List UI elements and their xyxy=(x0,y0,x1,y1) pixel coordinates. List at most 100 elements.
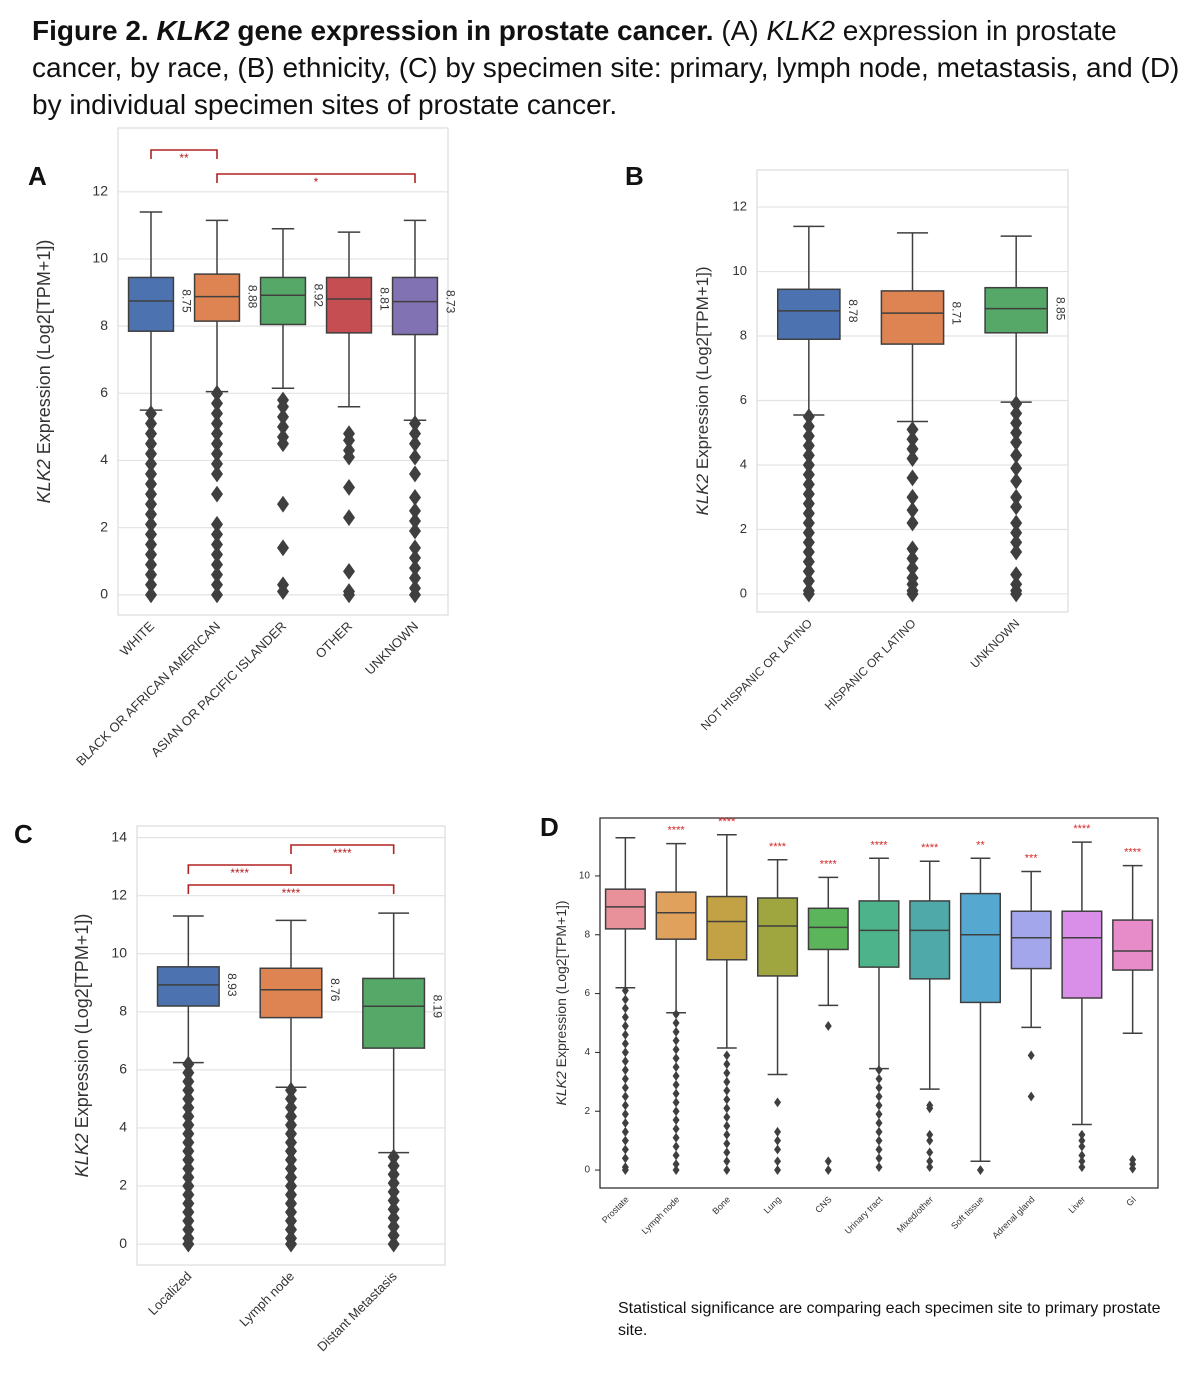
outlier xyxy=(343,586,355,604)
outlier xyxy=(906,469,919,487)
outlier xyxy=(182,1186,195,1204)
outlier xyxy=(182,1090,195,1108)
outlier xyxy=(621,1153,629,1164)
outlier xyxy=(285,1186,297,1204)
y-axis-label: KLK2 Expression (Log2[TPM+1]) xyxy=(693,267,712,516)
outlier xyxy=(774,1126,782,1137)
box xyxy=(259,276,307,326)
outlier xyxy=(802,456,815,474)
outlier xyxy=(802,553,815,571)
y-tick-label: 4 xyxy=(584,1047,590,1058)
outlier xyxy=(621,1038,629,1049)
outlier xyxy=(875,1126,883,1137)
outlier xyxy=(1010,414,1023,432)
y-tick-label: 2 xyxy=(100,518,108,534)
box xyxy=(193,273,241,322)
outlier xyxy=(285,1090,297,1108)
significance-label: ** xyxy=(179,151,189,165)
outlier xyxy=(277,435,289,453)
outlier xyxy=(1027,1091,1035,1102)
outlier xyxy=(145,485,157,503)
outlier xyxy=(621,1029,629,1040)
outlier xyxy=(906,585,919,603)
outlier xyxy=(672,1053,680,1064)
outlier xyxy=(285,1142,297,1160)
outlier xyxy=(621,1012,629,1023)
outlier xyxy=(1010,488,1023,506)
outlier xyxy=(1078,1150,1086,1161)
outlier xyxy=(409,522,421,540)
outlier xyxy=(672,1115,680,1125)
median-label: 8.71 xyxy=(950,301,964,325)
outlier xyxy=(672,1141,680,1152)
outlier xyxy=(824,1156,832,1167)
outlier xyxy=(211,525,223,543)
y-tick-label: 10 xyxy=(733,263,747,278)
outlier xyxy=(343,509,355,526)
outlier xyxy=(1078,1162,1086,1173)
outlier xyxy=(906,450,919,467)
panel: D 0 2 4 6 8 10 KLK2 Expression (Log2[TPM+1]) Pro… xyxy=(540,812,1159,1241)
outlier xyxy=(277,539,289,557)
panel: C 0 2 4 6 8 10 12 14 KLK2 Expression (Log2[TPM+1]… xyxy=(14,819,446,1354)
outlier xyxy=(1010,524,1023,542)
outlier xyxy=(182,1212,195,1230)
outlier xyxy=(285,1160,297,1178)
outlier xyxy=(285,1203,297,1221)
outlier xyxy=(145,566,157,584)
outlier xyxy=(1010,498,1023,516)
y-axis-label: KLK2 Expression (Log2[TPM+1]) xyxy=(553,900,569,1105)
outlier xyxy=(723,1068,731,1078)
outlier xyxy=(621,1065,629,1075)
significance-label: **** xyxy=(1124,847,1142,859)
outlier xyxy=(145,455,157,473)
outlier xyxy=(672,1079,680,1090)
outlier xyxy=(387,1209,400,1227)
outlier xyxy=(621,1118,629,1128)
y-tick-label: 0 xyxy=(100,586,108,602)
significance-label: **** xyxy=(230,866,249,880)
y-tick-label: 2 xyxy=(584,1106,590,1117)
outlier xyxy=(906,514,919,532)
outlier xyxy=(285,1177,297,1195)
outlier xyxy=(672,1071,680,1081)
outlier xyxy=(802,446,815,464)
y-tick-label: 8 xyxy=(100,317,108,333)
outlier xyxy=(182,1195,195,1212)
significance-label: **** xyxy=(820,858,838,870)
panel: B 0 2 4 6 8 10 12 KLK2 Expression (Log2[TPM+1]) N… xyxy=(625,161,1069,733)
outlier xyxy=(1078,1141,1086,1152)
x-tick-label: ASIAN OR PACIFIC ISLANDER xyxy=(148,619,289,760)
outlier xyxy=(926,1103,934,1114)
outlier xyxy=(875,1109,883,1120)
outlier xyxy=(182,1235,195,1253)
outlier xyxy=(906,559,919,577)
panel-letter: B xyxy=(625,161,644,191)
outlier xyxy=(145,425,157,443)
outlier xyxy=(387,1192,400,1209)
y-tick-label: 4 xyxy=(119,1119,127,1135)
outlier xyxy=(926,1162,934,1173)
outlier xyxy=(387,1157,400,1175)
outlier xyxy=(723,1165,731,1175)
caption-run: (A) xyxy=(721,15,759,46)
outlier xyxy=(621,1100,629,1111)
outlier xyxy=(182,1116,195,1134)
box xyxy=(259,967,323,1019)
outlier xyxy=(145,576,157,594)
box xyxy=(391,276,439,336)
x-tick-label: Adrenal gland xyxy=(990,1194,1036,1240)
y-tick-label: 12 xyxy=(733,199,747,214)
box xyxy=(1010,910,1052,970)
outlier xyxy=(802,417,815,435)
median-label: 8.73 xyxy=(443,290,457,314)
outlier xyxy=(875,1082,883,1093)
outlier xyxy=(277,398,289,416)
median-label: 8.88 xyxy=(245,285,259,309)
plot-frame xyxy=(599,817,1159,1189)
outlier xyxy=(182,1125,195,1143)
outlier xyxy=(211,425,223,443)
median-label: 8.81 xyxy=(377,287,391,311)
significance-label: **** xyxy=(282,886,301,900)
y-tick-label: 6 xyxy=(100,384,108,400)
